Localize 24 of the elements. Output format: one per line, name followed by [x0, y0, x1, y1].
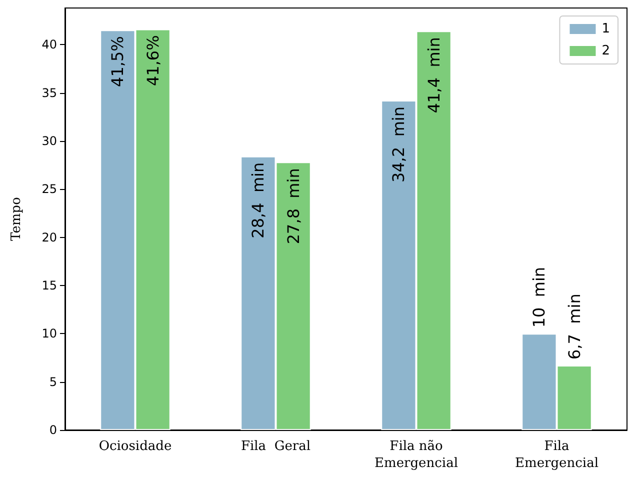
data-label: 28,4 min [248, 162, 268, 238]
data-label: 34,2 min [389, 106, 408, 182]
data-label: 41,4 min [424, 37, 444, 114]
legend-label: 2 [602, 44, 610, 58]
y-tick-label: 25 [42, 182, 57, 196]
y-tick-label: 5 [49, 374, 57, 389]
y-tick-label: 20 [42, 230, 57, 244]
data-label: 41,5% [108, 36, 128, 87]
data-label: 10 min [530, 266, 549, 328]
y-tick-label: 15 [42, 278, 57, 292]
y-tick-label: 30 [42, 134, 57, 148]
y-tick-label: 10 [42, 326, 57, 341]
data-label: 6,7 min [564, 294, 584, 360]
x-tick-label: Ociosidade [98, 439, 172, 454]
x-tick-label: Fila Emergencial [515, 439, 598, 471]
y-tick-label: 0 [49, 423, 57, 437]
x-tick-label: Fila Geral [240, 439, 311, 454]
legend-label: 1 [602, 22, 610, 36]
y-tick-label: 35 [42, 86, 57, 100]
y-axis-title: Tempo [9, 196, 24, 241]
data-label: 27,8 min [284, 168, 303, 244]
y-tick-label: 40 [42, 38, 57, 52]
x-tick-label: Fila não Emergencial [374, 439, 458, 471]
data-label: 41,6% [143, 35, 162, 86]
